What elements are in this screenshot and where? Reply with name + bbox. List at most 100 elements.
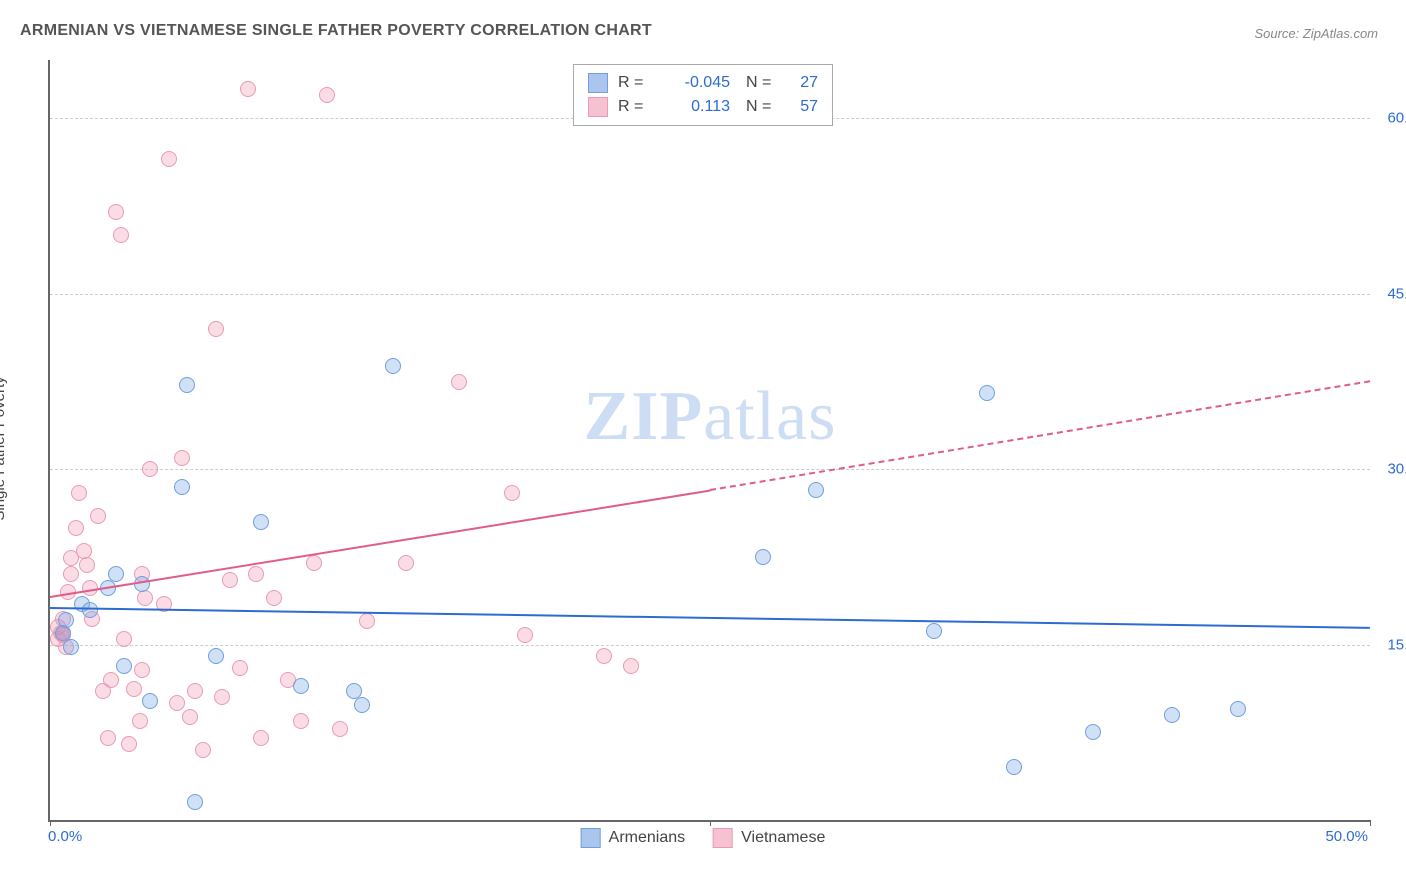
data-point-armenians: [142, 693, 158, 709]
data-point-vietnamese: [169, 695, 185, 711]
y-tick-label: 45.0%: [1387, 285, 1406, 302]
trendline-armenians: [50, 607, 1370, 629]
r-value: 0.113: [662, 95, 730, 119]
x-tick-mark: [1370, 820, 1371, 826]
watermark-part-b: atlas: [703, 378, 836, 455]
data-point-vietnamese: [126, 681, 142, 697]
data-point-vietnamese: [504, 485, 520, 501]
data-point-vietnamese: [68, 520, 84, 536]
legend-item-vietnamese: Vietnamese: [713, 828, 825, 848]
data-point-vietnamese: [142, 461, 158, 477]
data-point-armenians: [108, 566, 124, 582]
data-point-armenians: [1230, 701, 1246, 717]
data-point-armenians: [208, 648, 224, 664]
data-point-armenians: [808, 482, 824, 498]
legend-label: Armenians: [609, 829, 685, 847]
data-point-vietnamese: [161, 151, 177, 167]
data-point-vietnamese: [100, 730, 116, 746]
data-point-armenians: [116, 658, 132, 674]
data-point-vietnamese: [174, 450, 190, 466]
data-point-armenians: [174, 479, 190, 495]
series-legend: Armenians Vietnamese: [581, 828, 826, 848]
legend-label: Vietnamese: [741, 829, 825, 847]
data-point-vietnamese: [232, 660, 248, 676]
data-point-vietnamese: [359, 613, 375, 629]
correlation-legend: R = -0.045 N = 27 R = 0.113 N = 57: [573, 64, 833, 126]
data-point-armenians: [179, 377, 195, 393]
plot-area: ZIPatlas 15.0%30.0%45.0%60.0%: [48, 60, 1370, 822]
legend-row-armenians: R = -0.045 N = 27: [588, 71, 818, 95]
data-point-vietnamese: [208, 321, 224, 337]
data-point-vietnamese: [187, 683, 203, 699]
data-point-vietnamese: [222, 572, 238, 588]
n-value: 27: [790, 71, 818, 95]
legend-row-vietnamese: R = 0.113 N = 57: [588, 95, 818, 119]
n-label: N =: [746, 95, 780, 119]
data-point-vietnamese: [79, 557, 95, 573]
gridline: [50, 294, 1370, 295]
x-tick-min: 0.0%: [48, 828, 82, 845]
data-point-vietnamese: [132, 713, 148, 729]
data-point-vietnamese: [398, 555, 414, 571]
data-point-vietnamese: [253, 730, 269, 746]
data-point-vietnamese: [266, 590, 282, 606]
data-point-vietnamese: [63, 566, 79, 582]
data-point-armenians: [926, 623, 942, 639]
data-point-vietnamese: [332, 721, 348, 737]
chart-title: ARMENIAN VS VIETNAMESE SINGLE FATHER POV…: [20, 22, 652, 40]
watermark: ZIPatlas: [584, 377, 837, 457]
data-point-vietnamese: [108, 204, 124, 220]
r-label: R =: [618, 95, 652, 119]
swatch-icon: [588, 73, 608, 93]
trendline-vietnamese: [50, 489, 710, 597]
source-credit: Source: ZipAtlas.com: [1254, 26, 1378, 41]
gridline: [50, 469, 1370, 470]
data-point-vietnamese: [596, 648, 612, 664]
data-point-vietnamese: [134, 662, 150, 678]
y-tick-label: 60.0%: [1387, 110, 1406, 127]
data-point-vietnamese: [116, 631, 132, 647]
swatch-icon: [588, 97, 608, 117]
r-value: -0.045: [662, 71, 730, 95]
r-label: R =: [618, 71, 652, 95]
x-tick-mark: [50, 820, 51, 826]
x-tick-max: 50.0%: [1325, 828, 1368, 845]
data-point-vietnamese: [137, 590, 153, 606]
swatch-icon: [581, 828, 601, 848]
data-point-vietnamese: [195, 742, 211, 758]
data-point-armenians: [385, 358, 401, 374]
swatch-icon: [713, 828, 733, 848]
data-point-armenians: [354, 697, 370, 713]
chart-page: ARMENIAN VS VIETNAMESE SINGLE FATHER POV…: [0, 0, 1406, 892]
data-point-armenians: [1164, 707, 1180, 723]
gridline: [50, 645, 1370, 646]
data-point-armenians: [63, 639, 79, 655]
watermark-part-a: ZIP: [584, 378, 704, 455]
n-label: N =: [746, 71, 780, 95]
n-value: 57: [790, 95, 818, 119]
data-point-vietnamese: [71, 485, 87, 501]
data-point-vietnamese: [121, 736, 137, 752]
y-tick-label: 30.0%: [1387, 461, 1406, 478]
data-point-vietnamese: [451, 374, 467, 390]
data-point-armenians: [293, 678, 309, 694]
data-point-vietnamese: [623, 658, 639, 674]
data-point-armenians: [755, 549, 771, 565]
data-point-vietnamese: [248, 566, 264, 582]
data-point-vietnamese: [103, 672, 119, 688]
y-tick-label: 15.0%: [1387, 636, 1406, 653]
data-point-vietnamese: [240, 81, 256, 97]
data-point-vietnamese: [319, 87, 335, 103]
legend-item-armenians: Armenians: [581, 828, 685, 848]
data-point-vietnamese: [182, 709, 198, 725]
y-axis-label: Single Father Poverty: [0, 376, 8, 520]
data-point-armenians: [187, 794, 203, 810]
data-point-vietnamese: [214, 689, 230, 705]
data-point-vietnamese: [517, 627, 533, 643]
data-point-armenians: [253, 514, 269, 530]
data-point-vietnamese: [293, 713, 309, 729]
data-point-vietnamese: [90, 508, 106, 524]
data-point-armenians: [1006, 759, 1022, 775]
trendline-vietnamese-extrapolated: [710, 380, 1370, 491]
data-point-armenians: [979, 385, 995, 401]
